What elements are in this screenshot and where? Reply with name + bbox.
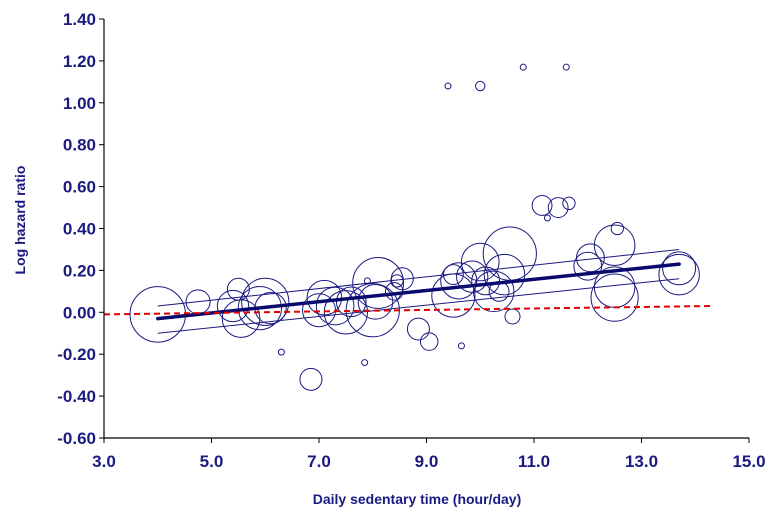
y-axis-title: Log hazard ratio — [12, 166, 28, 275]
reference-dashed-line — [103, 305, 712, 316]
x-tick-label: 15.0 — [732, 452, 765, 471]
y-tick-label: -0.60 — [57, 429, 96, 448]
study-bubble — [483, 253, 526, 296]
study-bubble — [562, 63, 570, 71]
study-bubble — [504, 308, 521, 325]
y-tick-label: 0.00 — [63, 303, 96, 322]
x-tick-label: 3.0 — [92, 452, 116, 471]
regression-fit-line — [156, 262, 681, 321]
study-bubble — [352, 257, 405, 309]
study-bubble — [299, 367, 323, 391]
ci-lower-line — [157, 278, 680, 334]
y-tick-label: 0.40 — [63, 220, 96, 239]
study-bubble — [456, 260, 489, 293]
study-bubble — [384, 282, 404, 301]
y-tick-label: -0.40 — [57, 387, 96, 406]
study-bubble — [406, 317, 430, 341]
x-tick-label: 5.0 — [200, 452, 224, 471]
study-bubble — [475, 80, 486, 92]
study-bubble — [237, 285, 283, 331]
axes — [103, 19, 749, 439]
tick-labels: -0.60 -0.40 -0.20 0.00 0.20 0.40 0.60 0.80 1.00 1… — [57, 10, 765, 471]
study-bubble — [547, 197, 569, 218]
plot-area — [103, 63, 712, 391]
study-bubble — [457, 342, 465, 350]
study-bubble — [302, 293, 336, 328]
study-bubble — [460, 242, 500, 282]
y-tick-label: -0.20 — [57, 345, 96, 364]
study-bubble — [335, 286, 367, 318]
study-bubble — [277, 348, 285, 356]
study-bubble — [482, 226, 537, 281]
study-bubble — [610, 221, 624, 236]
study-bubble — [562, 196, 576, 211]
y-tick-label: 0.80 — [63, 136, 96, 155]
study-bubble — [543, 214, 551, 222]
y-tick-label: 1.20 — [63, 52, 96, 71]
y-tick-label: 0.20 — [63, 261, 96, 280]
study-bubble — [419, 332, 439, 351]
study-bubble — [357, 284, 394, 320]
y-tick-label: 1.00 — [63, 94, 96, 113]
x-axis-title: Daily sedentary time (hour/day) — [313, 491, 522, 507]
study-bubble — [531, 195, 553, 216]
ci-upper-line — [157, 248, 680, 307]
study-bubble — [590, 273, 639, 322]
study-bubble — [519, 63, 527, 71]
study-bubble — [361, 359, 369, 367]
y-tick-label: 1.40 — [63, 10, 96, 29]
y-tick-label: 0.60 — [63, 178, 96, 197]
study-bubble — [472, 270, 515, 313]
study-bubble — [662, 251, 697, 286]
x-tick-label: 11.0 — [518, 452, 550, 471]
x-tick-label: 7.0 — [307, 452, 331, 471]
study-bubble — [658, 253, 700, 296]
study-bubble — [593, 224, 636, 267]
study-bubble — [241, 277, 290, 326]
x-tick-label: 9.0 — [415, 452, 439, 471]
study-bubble — [444, 82, 452, 90]
study-bubble — [216, 289, 250, 323]
study-bubble — [221, 299, 261, 338]
x-tick-label: 13.0 — [625, 452, 658, 471]
